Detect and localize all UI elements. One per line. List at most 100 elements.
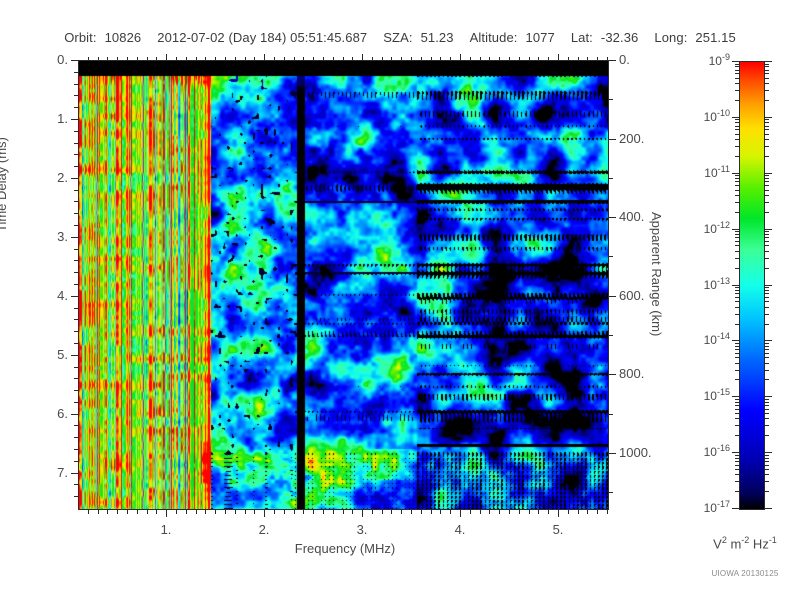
- x-axis-minor-tick: [489, 510, 490, 514]
- colorbar-tick-exponent: -14: [716, 331, 730, 341]
- colorbar-right-minor-tick: [765, 405, 769, 406]
- colorbar-right-minor-tick: [765, 181, 769, 182]
- y-axis-right-title: Apparent Range (km): [649, 212, 664, 337]
- x-axis-minor-tick: [411, 510, 412, 514]
- x-axis-minor-tick: [343, 510, 344, 514]
- colorbar-right-minor-tick: [765, 346, 769, 347]
- colorbar-tick-label: 10-12: [664, 220, 730, 236]
- orbit-label: Orbit:: [64, 30, 97, 45]
- colorbar-unit-label: V2 m-2 Hz-1: [690, 535, 800, 551]
- x-axis-top-minor-tick: [225, 57, 226, 60]
- x-axis-minor-tick: [382, 510, 383, 514]
- x-axis-minor-tick: [470, 510, 471, 514]
- colorbar-right-tick: [765, 452, 772, 453]
- x-axis-top-minor-tick: [254, 57, 255, 60]
- x-axis-tick-label: 5.: [552, 522, 564, 537]
- spectrogram-plot-area: [78, 60, 609, 510]
- colorbar-right-minor-tick: [765, 399, 769, 400]
- colorbar-left-minor-tick: [735, 156, 739, 157]
- y-axis-left-minor-tick: [74, 154, 78, 155]
- colorbar-right-minor-tick: [765, 357, 769, 358]
- colorbar-right-minor-tick: [765, 297, 769, 298]
- y-axis-right-minor-tick: [609, 492, 613, 493]
- y-axis-left-minor-tick: [74, 213, 78, 214]
- y-axis-left-minor-tick: [74, 84, 78, 85]
- colorbar-tick-mantissa: 10: [703, 110, 717, 124]
- x-axis-minor-tick: [215, 510, 216, 514]
- y-axis-left-minor-tick: [74, 166, 78, 167]
- x-axis-minor-tick: [529, 510, 530, 514]
- colorbar-right-tick: [765, 508, 772, 509]
- x-axis-top-minor-tick: [333, 57, 334, 60]
- colorbar-tick-exponent: -11: [717, 164, 730, 174]
- y-axis-right-labels: 0. 200. 400. 600. 800. 1000.: [619, 52, 679, 508]
- unit-m: m: [726, 536, 742, 552]
- x-axis-top-minor-tick: [489, 57, 490, 60]
- colorbar-left-minor-tick: [735, 293, 739, 294]
- x-axis-minor-tick: [313, 510, 314, 514]
- x-axis-minor-tick: [186, 510, 187, 514]
- colorbar-left-minor-tick: [735, 175, 739, 176]
- y-axis-left-minor-tick: [74, 131, 78, 132]
- colorbar-right-minor-tick: [765, 293, 769, 294]
- x-axis-minor-tick: [147, 510, 148, 514]
- colorbar-right-minor-tick: [765, 474, 769, 475]
- colorbar-right-minor-tick: [765, 324, 769, 325]
- colorbar-tick-label: 10-9: [664, 52, 730, 68]
- colorbar-left-tick: [732, 396, 739, 397]
- unit-m-exponent: -2: [741, 535, 750, 545]
- x-axis-top-minor-tick: [538, 57, 539, 60]
- y-axis-left-minor-tick: [74, 378, 78, 379]
- x-axis-tick-label: 2.: [258, 522, 270, 537]
- colorbar-right-minor-tick: [765, 465, 769, 466]
- colorbar-tick-exponent: -9: [721, 52, 730, 62]
- colorbar-tick-label: 10-15: [664, 387, 730, 403]
- colorbar-left-minor-tick: [735, 258, 739, 259]
- colorbar-left-minor-tick: [735, 195, 739, 196]
- x-axis-top-minor-tick: [186, 57, 187, 60]
- x-axis-top-minor-tick: [431, 57, 432, 60]
- y-axis-left-minor-tick: [74, 272, 78, 273]
- x-axis-title: Frequency (MHz): [294, 541, 396, 556]
- colorbar-left-minor-tick: [735, 370, 739, 371]
- colorbar-tick-mantissa: 10: [703, 333, 717, 347]
- colorbar-left-minor-tick: [735, 465, 739, 466]
- colorbar-left-minor-tick: [735, 212, 739, 213]
- colorbar-tick-exponent: -16: [716, 443, 730, 453]
- unit-hz-exponent: -1: [768, 535, 777, 545]
- colorbar-right-minor-tick: [765, 100, 769, 101]
- colorbar-right-minor-tick: [765, 195, 769, 196]
- x-axis-top-minor-tick: [137, 57, 138, 60]
- colorbar-left-minor-tick: [735, 146, 739, 147]
- colorbar-left-minor-tick: [735, 402, 739, 403]
- colorbar-left-minor-tick: [735, 268, 739, 269]
- observation-datetime: 2012-07-02 (Day 184) 05:51:45.687: [157, 30, 368, 45]
- x-axis-top-minor-tick: [401, 57, 402, 60]
- colorbar-left-minor-tick: [735, 363, 739, 364]
- colorbar-left-minor-tick: [735, 83, 739, 84]
- colorbar-right-minor-tick: [765, 461, 769, 462]
- x-axis-top-minor-tick: [391, 57, 392, 60]
- colorbar-right-tick: [765, 117, 772, 118]
- x-axis-minor-tick: [499, 510, 500, 514]
- colorbar-right-minor-tick: [765, 175, 769, 176]
- colorbar-left-minor-tick: [735, 413, 739, 414]
- colorbar-left-minor-tick: [735, 185, 739, 186]
- y-axis-right-tick-label: 200.: [619, 131, 645, 146]
- x-axis-tick: [264, 510, 265, 517]
- colorbar-left-minor-tick: [735, 139, 739, 140]
- colorbar-left-minor-tick: [735, 349, 739, 350]
- x-axis-top-ticks: [78, 53, 608, 60]
- x-axis-top-minor-tick: [313, 57, 314, 60]
- colorbar-tick-mantissa: 10: [703, 501, 717, 515]
- colorbar-tick-mantissa: 10: [708, 54, 722, 68]
- altitude-label: Altitude:: [469, 30, 518, 45]
- colorbar-right-minor-tick: [765, 122, 769, 123]
- colorbar-right-minor-tick: [765, 119, 769, 120]
- colorbar-left-minor-tick: [735, 134, 739, 135]
- x-axis-top-minor-tick: [323, 57, 324, 60]
- colorbar-left-minor-tick: [735, 290, 739, 291]
- colorbar-left-tick: [732, 340, 739, 341]
- x-axis-tick: [558, 510, 559, 517]
- colorbar-left-minor-tick: [735, 314, 739, 315]
